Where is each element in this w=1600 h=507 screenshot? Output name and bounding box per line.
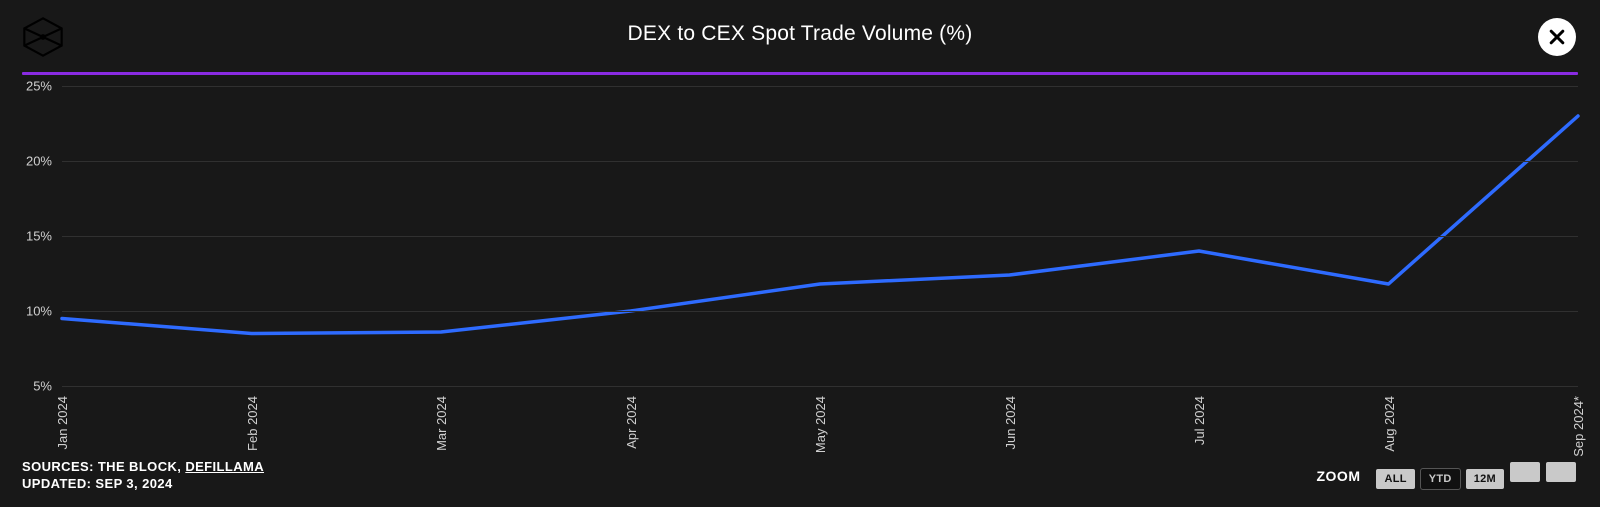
grid-line (62, 386, 1578, 387)
zoom-label: ZOOM (1316, 468, 1360, 484)
chart-footer: SOURCES: THE BLOCK, DEFILLAMA UPDATED: S… (22, 458, 264, 493)
source-the-block: THE BLOCK, (98, 459, 181, 474)
close-icon (1547, 27, 1567, 47)
x-axis-label: Feb 2024 (245, 396, 260, 451)
y-axis-label: 25% (26, 79, 62, 94)
x-axis-label: Mar 2024 (434, 396, 449, 451)
y-axis-label: 15% (26, 229, 62, 244)
y-axis-label: 5% (33, 379, 62, 394)
data-line (62, 116, 1578, 334)
accent-separator (22, 72, 1578, 75)
x-axis-label: Aug 2024 (1382, 396, 1397, 452)
zoom-ytd-button[interactable]: YTD (1421, 469, 1460, 489)
x-axis-label: Jan 2024 (55, 396, 70, 450)
updated-value: SEP 3, 2024 (95, 476, 172, 491)
close-button[interactable] (1538, 18, 1576, 56)
grid-line (62, 236, 1578, 237)
grid-line (62, 311, 1578, 312)
x-axis-label: Apr 2024 (624, 396, 639, 449)
x-axis-label: Jul 2024 (1192, 396, 1207, 445)
x-axis-label: May 2024 (813, 396, 828, 453)
zoom-toolbar: ZOOM ALL YTD 12M (1316, 462, 1576, 489)
updated-label: UPDATED: (22, 476, 91, 491)
grid-line (62, 161, 1578, 162)
zoom-button-3[interactable] (1510, 462, 1540, 482)
y-axis-label: 10% (26, 304, 62, 319)
y-axis-label: 20% (26, 154, 62, 169)
x-axis-label: Sep 2024* (1571, 396, 1586, 457)
sources-label: SOURCES: (22, 459, 94, 474)
chart-plot-area: 5%10%15%20%25%Jan 2024Feb 2024Mar 2024Ap… (62, 86, 1578, 386)
zoom-12m-button[interactable]: 12M (1466, 469, 1504, 489)
zoom-all-button[interactable]: ALL (1376, 469, 1414, 489)
x-axis-label: Jun 2024 (1003, 396, 1018, 450)
grid-line (62, 86, 1578, 87)
source-defillama-link[interactable]: DEFILLAMA (185, 459, 264, 474)
chart-panel: DEX to CEX Spot Trade Volume (%) 5%10%15… (0, 0, 1600, 507)
chart-title: DEX to CEX Spot Trade Volume (%) (0, 22, 1600, 46)
zoom-button-4[interactable] (1546, 462, 1576, 482)
